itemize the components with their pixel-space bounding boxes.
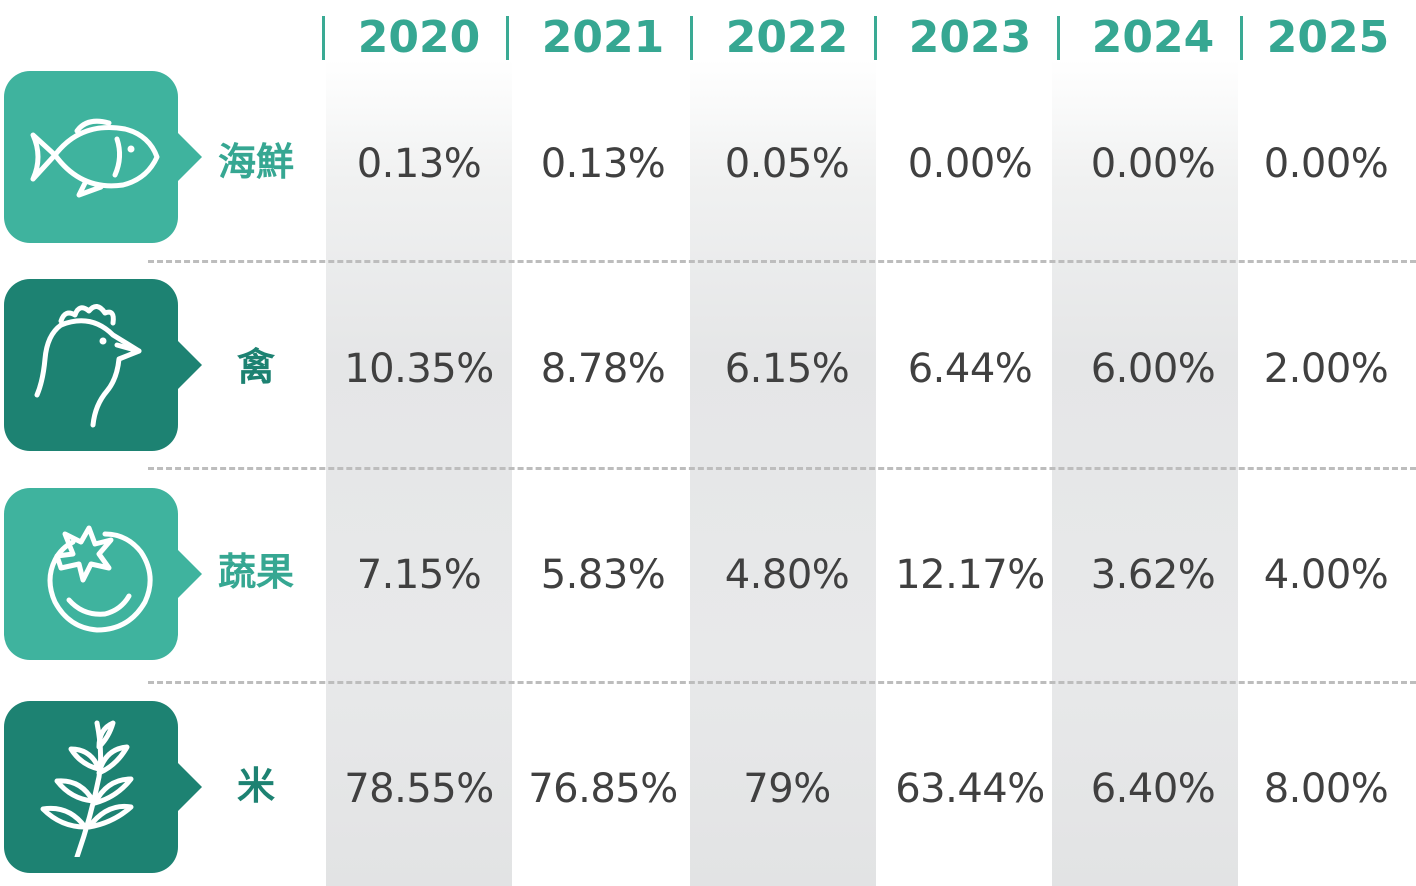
tomato-icon	[47, 525, 153, 633]
value-poultry-2020: 10.35%	[344, 346, 494, 392]
column-shade-2022	[690, 60, 876, 886]
value-produce-2022: 4.80%	[724, 552, 850, 598]
value-seafood-2025: 0.00%	[1263, 141, 1389, 187]
value-rice-2023: 63.44%	[895, 766, 1045, 812]
fish-icon	[30, 118, 160, 198]
value-rice-2020: 78.55%	[344, 766, 494, 812]
value-poultry-2022: 6.15%	[724, 346, 850, 392]
row-divider	[148, 260, 1416, 263]
value-poultry-2025: 2.00%	[1263, 346, 1389, 392]
year-header-2025: 2025	[1266, 12, 1390, 63]
year-header-2020: 2020	[357, 12, 481, 63]
value-seafood-2023: 0.00%	[907, 141, 1033, 187]
year-separator	[322, 16, 325, 60]
value-poultry-2024: 6.00%	[1090, 346, 1216, 392]
value-produce-2023: 12.17%	[895, 552, 1045, 598]
value-produce-2024: 3.62%	[1090, 552, 1216, 598]
value-rice-2025: 8.00%	[1263, 766, 1389, 812]
year-separator	[874, 16, 877, 60]
row-divider	[148, 681, 1416, 684]
produce-icon-tile	[4, 488, 202, 660]
value-poultry-2023: 6.44%	[907, 346, 1033, 392]
row-divider	[148, 467, 1416, 470]
value-rice-2024: 6.40%	[1090, 766, 1216, 812]
year-separator	[1057, 16, 1060, 60]
value-seafood-2021: 0.13%	[540, 141, 666, 187]
poultry-icon-tile	[4, 279, 202, 451]
year-separator	[690, 16, 693, 60]
year-header-2024: 2024	[1091, 12, 1215, 63]
year-header-2021: 2021	[541, 12, 665, 63]
category-label-rice: 米	[236, 764, 275, 808]
value-seafood-2022: 0.05%	[724, 141, 850, 187]
value-produce-2021: 5.83%	[540, 552, 666, 598]
year-header-2023: 2023	[908, 12, 1032, 63]
column-shade-2020	[326, 60, 512, 886]
year-header-2022: 2022	[725, 12, 849, 63]
seafood-icon-tile	[4, 71, 202, 243]
value-produce-2020: 7.15%	[356, 552, 482, 598]
value-rice-2022: 79%	[743, 766, 831, 812]
value-seafood-2020: 0.13%	[356, 141, 482, 187]
category-label-produce: 蔬果	[217, 550, 294, 594]
value-seafood-2024: 0.00%	[1090, 141, 1216, 187]
value-rice-2021: 76.85%	[528, 766, 678, 812]
value-poultry-2021: 8.78%	[540, 346, 666, 392]
chicken-icon	[34, 304, 142, 428]
column-shade-2024	[1052, 60, 1238, 886]
year-separator	[506, 16, 509, 60]
rice-icon-tile	[4, 701, 202, 873]
value-produce-2025: 4.00%	[1263, 552, 1389, 598]
category-label-seafood: 海鮮	[217, 140, 294, 184]
rice-plant-icon	[40, 720, 134, 857]
year-separator	[1240, 16, 1243, 60]
category-label-poultry: 禽	[236, 345, 275, 389]
